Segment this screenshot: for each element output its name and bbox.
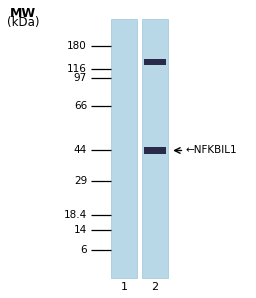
Text: 29: 29 [74, 176, 87, 186]
Text: 97: 97 [74, 73, 87, 83]
Text: 116: 116 [67, 63, 87, 74]
Bar [144, 59, 166, 65]
Text: ←NFKBIL1: ←NFKBIL1 [186, 145, 237, 156]
Bar [144, 147, 166, 154]
Text: 44: 44 [74, 145, 87, 156]
Text: 2: 2 [151, 282, 158, 292]
Text: MW: MW [10, 7, 36, 21]
Text: 66: 66 [74, 101, 87, 111]
Text: 18.4: 18.4 [64, 210, 87, 220]
Text: 180: 180 [67, 41, 87, 51]
Text: 1: 1 [121, 282, 128, 292]
Bar [142, 19, 168, 278]
Bar [111, 19, 137, 278]
Text: 6: 6 [80, 245, 87, 255]
Text: (kDa): (kDa) [7, 16, 39, 30]
Text: 14: 14 [74, 225, 87, 235]
